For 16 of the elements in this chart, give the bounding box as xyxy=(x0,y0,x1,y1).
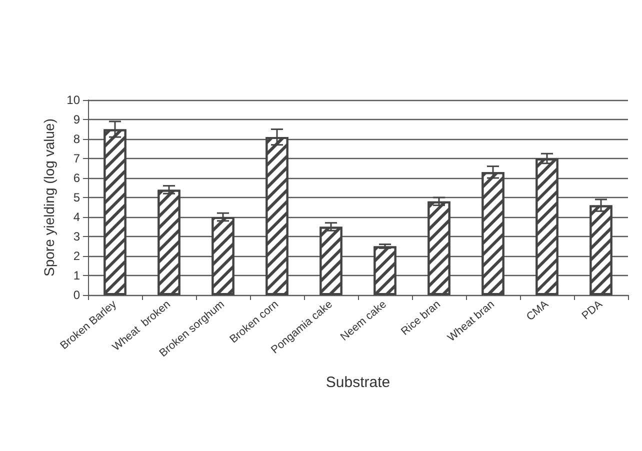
y-tick-label: 5 xyxy=(73,190,80,204)
y-tick-label: 0 xyxy=(73,288,80,302)
x-axis-title: Substrate xyxy=(326,374,390,391)
y-axis-title: Spore yielding (log value) xyxy=(40,118,57,276)
y-tick-label: 10 xyxy=(66,93,80,107)
x-tick-label: PDA xyxy=(580,298,606,322)
x-tick-label: CMA xyxy=(524,298,552,324)
y-tick-label: 9 xyxy=(73,112,80,126)
y-tick-label: 7 xyxy=(73,152,80,166)
y-tick-label: 4 xyxy=(73,210,80,224)
y-tick-label: 8 xyxy=(73,132,80,146)
y-tick-label: 6 xyxy=(73,171,80,185)
y-tick-label: 1 xyxy=(73,268,80,282)
y-tick-label: 3 xyxy=(73,230,80,244)
y-tick-label: 2 xyxy=(73,249,80,263)
x-tick-label: Rice bran xyxy=(399,298,443,338)
